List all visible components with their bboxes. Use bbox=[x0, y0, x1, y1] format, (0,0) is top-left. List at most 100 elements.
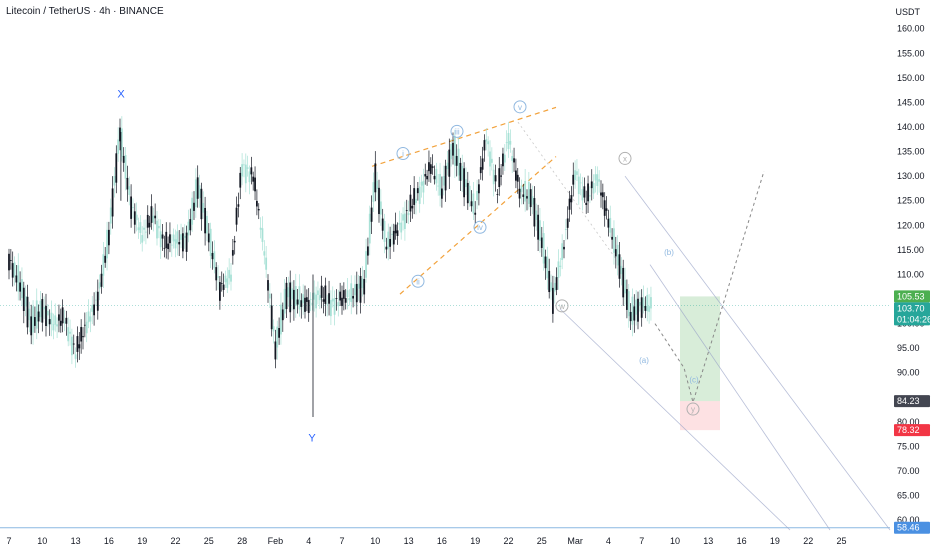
candle-body bbox=[489, 151, 491, 167]
candle-body bbox=[370, 207, 373, 222]
candle-body bbox=[120, 128, 123, 157]
candle-body bbox=[272, 326, 275, 332]
candle-body bbox=[540, 237, 543, 248]
wave-label-circle bbox=[513, 100, 527, 114]
candle-body bbox=[476, 190, 478, 201]
candle-body bbox=[13, 262, 16, 277]
candle-body bbox=[246, 167, 249, 169]
candle-body bbox=[172, 234, 175, 242]
candle-body bbox=[26, 296, 29, 328]
candle-body bbox=[300, 300, 303, 307]
candle-body bbox=[331, 298, 334, 302]
x-tick-label: 25 bbox=[836, 536, 846, 546]
candle-body bbox=[465, 179, 467, 188]
candle-body bbox=[513, 158, 515, 163]
candle-body bbox=[642, 297, 645, 308]
candle-body bbox=[592, 182, 595, 194]
candle-body bbox=[531, 196, 534, 205]
candle-body bbox=[276, 326, 279, 348]
candle-body bbox=[17, 265, 20, 292]
candle-body bbox=[237, 204, 240, 207]
candle-body bbox=[529, 189, 532, 208]
wave-label: (a) bbox=[639, 356, 649, 365]
candle-body bbox=[220, 283, 223, 284]
candle-body bbox=[150, 206, 153, 223]
candle-body bbox=[278, 328, 280, 338]
candle-body bbox=[305, 297, 308, 302]
candle-body bbox=[104, 255, 107, 263]
candle-body bbox=[348, 298, 351, 301]
candle-body bbox=[564, 228, 567, 230]
candle-body bbox=[335, 298, 338, 299]
candle-body bbox=[342, 290, 345, 299]
price-tag-bg bbox=[894, 302, 930, 315]
candle-body bbox=[59, 320, 62, 326]
candle-body bbox=[8, 253, 10, 271]
candle-body bbox=[285, 282, 288, 310]
candle-body bbox=[624, 279, 626, 294]
candle-body bbox=[609, 217, 612, 233]
candle-body bbox=[622, 267, 625, 298]
y-tick-label: 110.00 bbox=[897, 269, 924, 279]
candle-body bbox=[509, 140, 512, 145]
candle-body bbox=[594, 174, 597, 181]
candle-body bbox=[48, 319, 51, 325]
price-tag-label: 84.23 bbox=[897, 396, 920, 406]
x-tick-label: 13 bbox=[703, 536, 713, 546]
x-tick-label: 16 bbox=[437, 536, 447, 546]
candle-body bbox=[355, 283, 358, 303]
candle-body bbox=[133, 211, 136, 225]
candle-body bbox=[446, 162, 449, 170]
candle-body bbox=[614, 249, 617, 257]
candle-body bbox=[544, 256, 547, 269]
candle-body bbox=[581, 189, 584, 201]
candle-body bbox=[387, 231, 390, 249]
candle-body bbox=[63, 321, 66, 323]
candle-body bbox=[515, 170, 517, 181]
wave-label: X bbox=[117, 89, 125, 101]
candle-body bbox=[315, 294, 317, 309]
candle-body bbox=[574, 170, 576, 180]
candle-body bbox=[644, 306, 647, 311]
candle-body bbox=[409, 194, 412, 212]
wave-label-circle bbox=[686, 402, 700, 416]
candle-body bbox=[426, 175, 428, 180]
candle-body bbox=[256, 200, 258, 207]
candle-body bbox=[522, 194, 525, 197]
wedge-upper-line bbox=[371, 106, 557, 167]
candle-body bbox=[159, 231, 162, 248]
candle-body bbox=[132, 207, 134, 209]
x-tick-label: Mar bbox=[567, 536, 583, 546]
candle-body bbox=[520, 185, 523, 193]
candle-body bbox=[267, 280, 269, 291]
y-tick-label: 60.00 bbox=[897, 515, 920, 525]
x-tick-label: 13 bbox=[71, 536, 81, 546]
candle-body bbox=[527, 181, 530, 205]
candle-body bbox=[143, 227, 145, 230]
candle-body bbox=[363, 278, 366, 295]
candle-body bbox=[15, 275, 18, 283]
channel-line bbox=[559, 308, 791, 531]
candle-body bbox=[257, 209, 260, 211]
candle-body bbox=[243, 164, 245, 166]
candle-body bbox=[193, 202, 195, 211]
candle-body bbox=[379, 201, 382, 215]
candle-body bbox=[191, 197, 194, 225]
candle-body bbox=[202, 202, 205, 213]
wave-label-circle bbox=[396, 147, 410, 161]
candle-body bbox=[620, 265, 623, 275]
candle-body bbox=[411, 205, 414, 209]
candle-body bbox=[71, 336, 73, 356]
candle-body bbox=[613, 228, 615, 253]
candle-body bbox=[394, 224, 397, 234]
wedge-lower-line bbox=[399, 156, 557, 295]
candle-body bbox=[83, 324, 86, 326]
candle-body bbox=[633, 306, 636, 321]
candle-body bbox=[187, 221, 190, 236]
candle-body bbox=[326, 303, 329, 305]
candle-body bbox=[318, 295, 321, 301]
x-tick-label: 16 bbox=[737, 536, 747, 546]
x-tick-label: 25 bbox=[204, 536, 214, 546]
candle-body bbox=[128, 186, 131, 195]
